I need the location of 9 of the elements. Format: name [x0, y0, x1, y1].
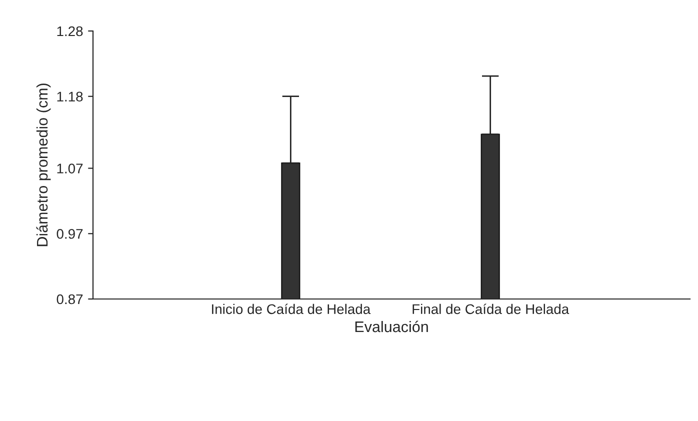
y-tick-label: 0.97	[56, 228, 83, 239]
y-tick-label: 0.87	[56, 294, 83, 304]
x-tick-label: Final de Caída de Helada	[412, 304, 570, 314]
y-tick-label: 1.07	[57, 164, 83, 174]
y-tick-label: 1.28	[57, 26, 83, 36]
x-tick-label: Inicio de Caída de Helada	[212, 304, 371, 314]
x-axis-title: Evaluación	[355, 320, 428, 332]
y-tick-label: 1.18	[57, 92, 83, 102]
y-axis-title: Diámetro promedio (cm)	[36, 84, 51, 246]
